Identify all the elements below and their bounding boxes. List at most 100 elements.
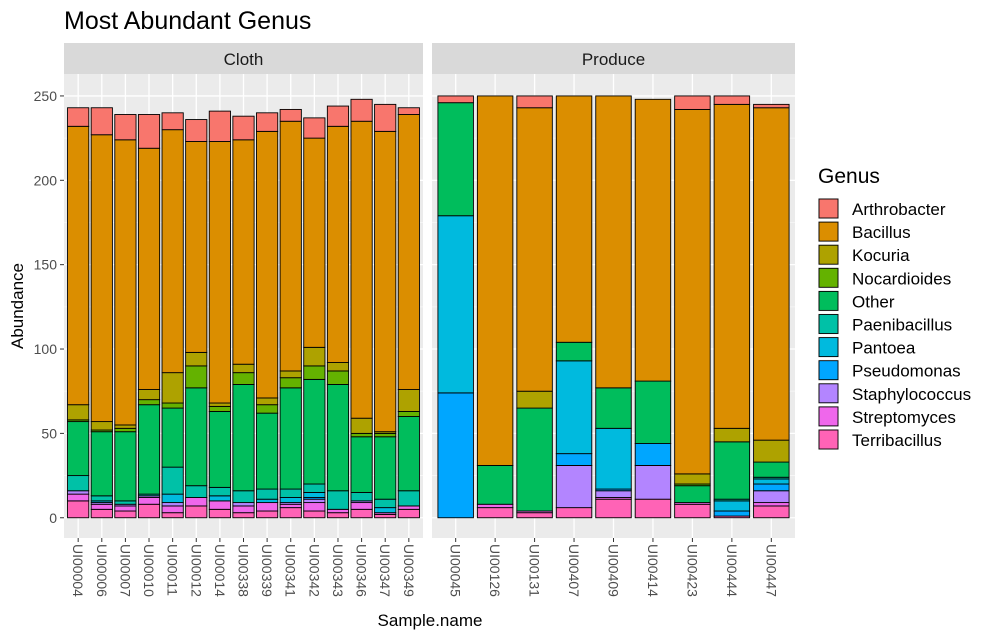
bar-segment-nocardioides bbox=[397, 411, 420, 417]
x-tick-label: UI00339 bbox=[259, 544, 275, 597]
bar-segment-bacillus bbox=[90, 134, 113, 423]
x-tick-label: UI00343 bbox=[330, 544, 346, 597]
bar-stack-UI00447 bbox=[753, 103, 790, 519]
bar-segment-other bbox=[185, 387, 208, 487]
bar-segment-bacillus bbox=[161, 129, 184, 374]
bar-segment-pseudomonas bbox=[713, 510, 751, 517]
legend-label: Arthrobacter bbox=[852, 200, 946, 219]
bar-stack-UI00339 bbox=[256, 112, 279, 519]
bar-segment-terribacillus bbox=[114, 510, 137, 519]
bar-segment-kocuria bbox=[326, 362, 350, 372]
bar-stack-UI00444 bbox=[713, 95, 751, 519]
bar-segment-nocardioides bbox=[350, 432, 373, 438]
bar-segment-kocuria bbox=[208, 402, 231, 407]
bar-segment-bacillus bbox=[232, 139, 255, 365]
legend-swatch bbox=[818, 244, 839, 265]
bar-segment-bacillus bbox=[634, 98, 672, 382]
bar-segment-arthrobacter bbox=[713, 95, 751, 105]
bar-segment-pseudomonas bbox=[437, 392, 474, 519]
bar-segment-other bbox=[595, 387, 632, 429]
legend-label: Pseudomonas bbox=[852, 362, 961, 381]
bar-segment-streptomyces bbox=[185, 497, 208, 507]
bar-stack-UI00341 bbox=[279, 108, 302, 519]
legend-swatch bbox=[818, 406, 839, 427]
bar-segment-pantoea bbox=[374, 507, 397, 514]
bar-segment-kocuria bbox=[674, 473, 711, 485]
bar-segment-terribacillus bbox=[256, 510, 279, 519]
bar-stack-UI00010 bbox=[137, 114, 161, 519]
bar-stack-UI00407 bbox=[555, 95, 593, 519]
bar-segment-other bbox=[232, 384, 255, 492]
legend-item-pseudomonas: Pseudomonas bbox=[818, 359, 961, 381]
bar-segment-terribacillus bbox=[595, 498, 632, 519]
bar-segment-paenibacillus bbox=[279, 488, 302, 498]
bar-segment-streptomyces bbox=[279, 503, 302, 509]
bar-segment-kocuria bbox=[90, 421, 113, 431]
bar-segment-other bbox=[674, 485, 711, 504]
bar-segment-nocardioides bbox=[208, 405, 231, 412]
bar-segment-arthrobacter bbox=[67, 107, 90, 127]
legend-item-terribacillus: Terribacillus bbox=[818, 429, 942, 450]
bar-segment-nocardioides bbox=[279, 377, 302, 389]
bar-segment-paenibacillus bbox=[114, 500, 137, 505]
bar-segment-nocardioides bbox=[185, 365, 208, 389]
bar-segment-arthrobacter bbox=[437, 95, 474, 104]
bar-segment-kocuria bbox=[303, 346, 326, 367]
bar-segment-paenibacillus bbox=[185, 485, 208, 498]
bar-segment-streptomyces bbox=[161, 505, 184, 514]
bar-segment-staphylococcus bbox=[555, 464, 593, 509]
bar-segment-staphylococcus bbox=[595, 490, 632, 498]
bar-segment-staphylococcus bbox=[161, 502, 184, 507]
bar-segment-arthrobacter bbox=[185, 119, 208, 142]
bar-segment-other bbox=[208, 411, 231, 488]
bar-segment-bacillus bbox=[595, 95, 632, 389]
bar-segment-arthrobacter bbox=[303, 117, 326, 139]
bar-segment-pantoea bbox=[303, 491, 326, 498]
bar-segment-terribacillus bbox=[753, 505, 790, 519]
bar-segment-kocuria bbox=[713, 427, 751, 443]
legend-item-bacillus: Bacillus bbox=[818, 221, 911, 243]
bar-segment-nocardioides bbox=[161, 402, 184, 409]
x-tick-label: UI00010 bbox=[141, 544, 157, 597]
bar-segment-kocuria bbox=[279, 370, 302, 379]
bar-segment-terribacillus bbox=[137, 503, 161, 519]
bar-segment-terribacillus bbox=[350, 508, 373, 519]
bar-segment-bacillus bbox=[397, 114, 420, 390]
legend-label: Pantoea bbox=[852, 339, 916, 358]
bar-segment-other bbox=[90, 431, 113, 497]
bar-segment-bacillus bbox=[674, 108, 711, 475]
bar-segment-arthrobacter bbox=[279, 108, 302, 122]
bar-segment-nocardioides bbox=[232, 372, 255, 385]
bar-segment-staphylococcus bbox=[753, 490, 790, 504]
bar-segment-pantoea bbox=[161, 493, 184, 504]
bar-segment-streptomyces bbox=[303, 502, 326, 512]
bar-segment-nocardioides bbox=[256, 404, 279, 414]
bar-segment-streptomyces bbox=[208, 500, 231, 510]
x-tick-label: UI00341 bbox=[283, 544, 299, 597]
bar-segment-other bbox=[303, 378, 326, 485]
bar-segment-terribacillus bbox=[208, 508, 231, 519]
bar-segment-other bbox=[516, 407, 553, 512]
bar-segment-bacillus bbox=[713, 103, 751, 429]
facet-strip bbox=[432, 43, 795, 74]
legend-item-nocardioides: Nocardioides bbox=[818, 267, 951, 289]
bar-segment-arthrobacter bbox=[232, 115, 255, 141]
bar-segment-arthrobacter bbox=[397, 107, 420, 115]
bar-segment-kocuria bbox=[350, 417, 373, 434]
bar-segment-pantoea bbox=[753, 478, 790, 485]
bar-segment-bacillus bbox=[114, 139, 137, 426]
bar-stack-UI00004 bbox=[67, 107, 90, 519]
facet-strip-label: Cloth bbox=[224, 50, 264, 69]
bar-segment-bacillus bbox=[137, 147, 161, 390]
y-tick-label: 200 bbox=[34, 172, 58, 188]
bar-segment-bacillus bbox=[476, 95, 514, 466]
bar-segment-other bbox=[350, 436, 373, 493]
chart-title: Most Abundant Genus bbox=[64, 7, 311, 35]
bar-stack-UI00007 bbox=[114, 114, 137, 519]
bar-segment-kocuria bbox=[67, 404, 90, 421]
bar-segment-bacillus bbox=[350, 120, 373, 419]
bar-segment-other bbox=[476, 464, 514, 505]
x-tick-label: UI00004 bbox=[70, 544, 86, 597]
bar-segment-terribacillus bbox=[232, 512, 255, 519]
